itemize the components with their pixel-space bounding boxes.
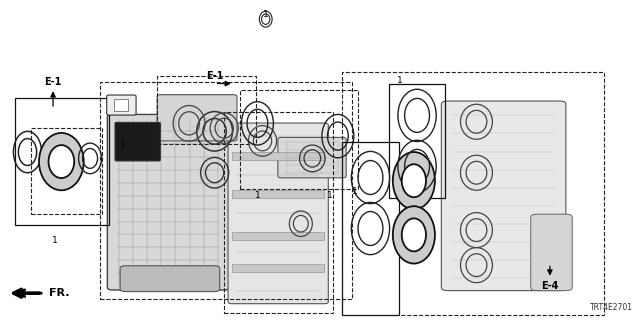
- Bar: [232, 152, 324, 160]
- Text: 1: 1: [120, 141, 126, 150]
- Bar: [115, 100, 129, 111]
- FancyBboxPatch shape: [120, 266, 220, 292]
- Text: E-1: E-1: [44, 77, 61, 87]
- Ellipse shape: [49, 145, 74, 178]
- Bar: [232, 232, 324, 240]
- Text: TRT4E2701: TRT4E2701: [590, 303, 633, 312]
- FancyBboxPatch shape: [157, 95, 237, 141]
- FancyBboxPatch shape: [442, 101, 566, 291]
- Ellipse shape: [393, 152, 435, 209]
- Bar: [240, 90, 358, 189]
- Text: E-4: E-4: [541, 281, 559, 291]
- FancyBboxPatch shape: [115, 123, 161, 161]
- Bar: [389, 84, 445, 198]
- Bar: [15, 98, 109, 225]
- Bar: [157, 76, 256, 144]
- Text: 1: 1: [52, 236, 58, 245]
- FancyBboxPatch shape: [531, 214, 572, 291]
- Bar: [31, 128, 102, 214]
- Ellipse shape: [402, 164, 426, 197]
- Text: 1: 1: [397, 76, 403, 84]
- Ellipse shape: [393, 206, 435, 264]
- Text: 1: 1: [326, 191, 332, 200]
- Text: FR.: FR.: [49, 288, 69, 298]
- FancyBboxPatch shape: [108, 115, 229, 290]
- Bar: [224, 112, 333, 313]
- FancyBboxPatch shape: [107, 95, 136, 115]
- Bar: [232, 190, 324, 198]
- Bar: [342, 142, 399, 315]
- FancyBboxPatch shape: [278, 137, 346, 178]
- Text: 1: 1: [352, 187, 358, 196]
- Text: E-1: E-1: [206, 71, 223, 81]
- Ellipse shape: [402, 218, 426, 252]
- Text: 1: 1: [255, 191, 261, 200]
- Bar: [100, 82, 352, 299]
- Bar: [342, 72, 604, 315]
- Ellipse shape: [39, 133, 84, 190]
- FancyBboxPatch shape: [228, 123, 328, 304]
- Text: 1: 1: [263, 10, 269, 19]
- Bar: [232, 264, 324, 271]
